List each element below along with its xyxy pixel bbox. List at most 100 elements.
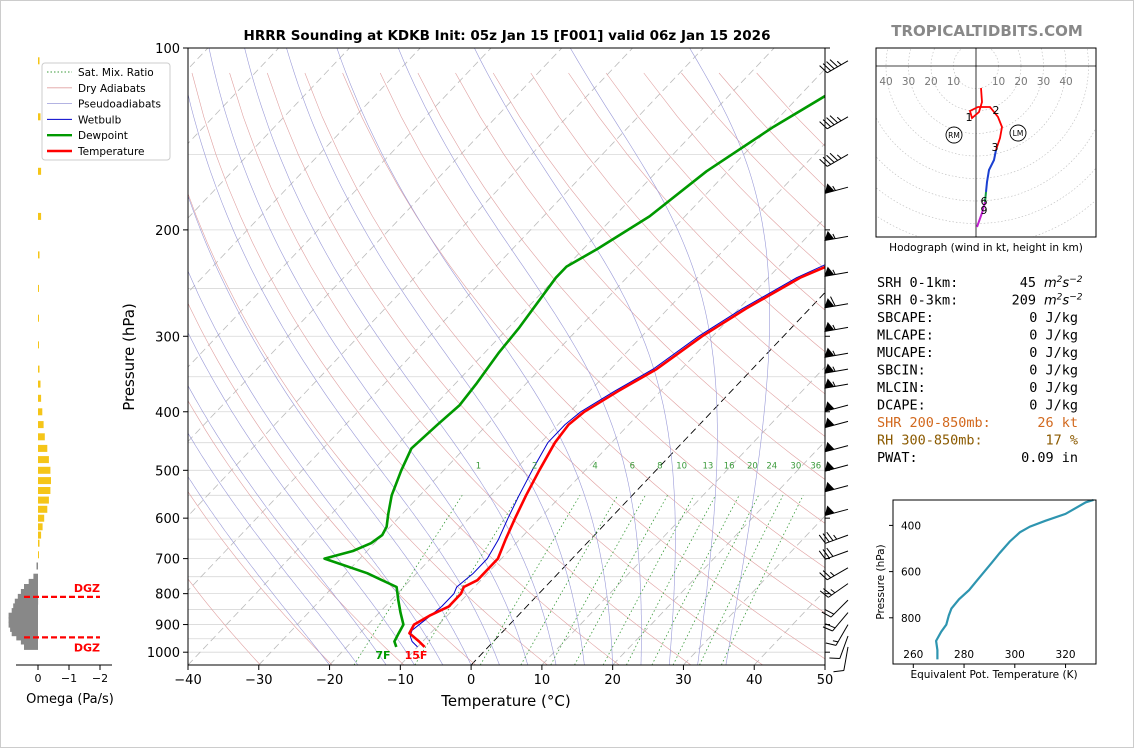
legend-label: Dewpoint — [78, 130, 128, 142]
theta-e-line — [934, 498, 1094, 660]
omega-bar — [38, 466, 51, 474]
pseudoadiabat — [188, 195, 472, 665]
barb-staff — [824, 352, 849, 358]
pseudoadiabat — [474, 48, 676, 665]
wind-barb — [818, 547, 849, 560]
barb-full — [821, 611, 832, 618]
wind-barb — [819, 567, 849, 581]
index-label: SBCIN: — [877, 363, 926, 379]
index-value: 45 — [1020, 275, 1036, 291]
y-tick-label: 300 — [155, 330, 180, 345]
theta-x-tick-label: 320 — [1056, 649, 1076, 661]
barb-flag — [824, 417, 835, 428]
index-value: 17 % — [1045, 433, 1078, 449]
barb-staff — [824, 271, 849, 277]
mixing-ratio-line — [479, 495, 581, 665]
barb-half — [832, 366, 836, 372]
omega-bar — [28, 578, 38, 585]
barb-staff — [824, 445, 849, 453]
y-tick-label: 600 — [155, 512, 180, 527]
omega-bar — [38, 57, 40, 65]
isotherm-line — [329, 142, 825, 665]
index-value: 0 J/kg — [1029, 398, 1078, 414]
theta-y-tick-label: 400 — [901, 520, 921, 532]
y-tick-label: 500 — [155, 464, 180, 479]
omega-bar — [38, 113, 41, 121]
barb-staff — [843, 646, 849, 671]
barb-full — [829, 59, 838, 68]
omega-bar — [38, 523, 43, 531]
chart-title: HRRR Sounding at KDKB Init: 05z Jan 15 [… — [244, 28, 771, 44]
barb-half — [832, 350, 836, 356]
pseudoadiabat — [188, 385, 387, 665]
hodo-height-label: 1 — [966, 111, 973, 124]
barb-half — [830, 571, 835, 577]
barb-half — [830, 589, 836, 594]
theta-x-tick-label: 280 — [954, 649, 974, 661]
dgz-label: DGZ — [74, 582, 100, 595]
isotherm-line — [188, 48, 775, 665]
theta-e-ylabel: Pressure (hPa) — [875, 544, 887, 619]
mixing-ratio-line — [520, 495, 619, 665]
pseudoadiabat — [188, 432, 359, 665]
barb-full — [826, 154, 835, 163]
index-label: RH 300-850mb: — [877, 433, 983, 449]
barb-staff — [824, 508, 849, 516]
omega-bar — [38, 433, 45, 441]
brand-watermark: TROPICALTIDBITS.COM — [891, 22, 1083, 40]
hodo-trace-6-9km — [984, 191, 987, 203]
omega-bar — [38, 487, 51, 494]
barb-full — [829, 115, 838, 124]
barb-staff — [824, 420, 849, 429]
index-label: SHR 200-850mb: — [877, 415, 991, 431]
dry-adiabat — [229, 72, 692, 665]
temperature-line — [408, 265, 825, 648]
dry-adiabat — [605, 72, 825, 311]
index-value: 26 kt — [1037, 415, 1078, 431]
mixing-ratio-label: 2 — [532, 461, 537, 471]
dry-adiabat — [568, 72, 825, 353]
barb-flag — [824, 230, 835, 241]
omega-bar — [38, 167, 42, 175]
omega-bar — [8, 617, 38, 624]
barb-full — [822, 533, 830, 543]
omega-axis-label: Omega (Pa/s) — [26, 692, 114, 707]
omega-bar — [38, 365, 40, 373]
barb-half — [832, 640, 839, 643]
omega-bar — [24, 584, 38, 590]
index-label: MLCAPE: — [877, 328, 934, 344]
barb-flag — [824, 378, 835, 389]
pseudoadiabat — [398, 48, 642, 665]
hodo-ring-label: 30 — [1037, 76, 1050, 88]
x-axis-label: Temperature (°C) — [440, 692, 570, 710]
pseudoadiabat — [570, 48, 718, 665]
legend-label: Wetbulb — [78, 114, 122, 126]
mixing-ratio-label: 24 — [766, 461, 777, 471]
omega-bar — [20, 589, 38, 595]
hodo-ring-label: 30 — [902, 76, 915, 88]
x-tick-label: −20 — [316, 673, 343, 688]
barb-full — [825, 642, 837, 646]
index-value: 0 J/kg — [1029, 363, 1078, 379]
wind-barb — [824, 481, 849, 493]
dry-adiabat — [188, 400, 405, 665]
hodo-ring-label: 40 — [879, 76, 892, 88]
surface-dewpoint-label: 7F — [375, 649, 390, 662]
barb-full — [823, 588, 832, 596]
hodograph: 40 30 20 10 10 20 30 40 1 2 3 69 RM LM Hodograph (wi… — [875, 47, 1097, 254]
hodo-ring-label: 20 — [1014, 76, 1027, 88]
x-tick-label: 0 — [467, 673, 475, 688]
x-tick-label: −10 — [387, 673, 414, 688]
barb-staff — [826, 567, 849, 581]
barb-full — [822, 156, 832, 165]
omega-bar — [38, 477, 51, 485]
barb-half — [832, 233, 836, 239]
hodo-height-label: 6 — [981, 195, 988, 208]
index-value: 209 — [1012, 293, 1036, 309]
isotherm-line — [188, 48, 704, 592]
barb-half — [832, 269, 836, 275]
barb-staff — [825, 550, 849, 560]
wind-barb — [824, 363, 849, 374]
mixing-ratio-line — [353, 495, 463, 665]
